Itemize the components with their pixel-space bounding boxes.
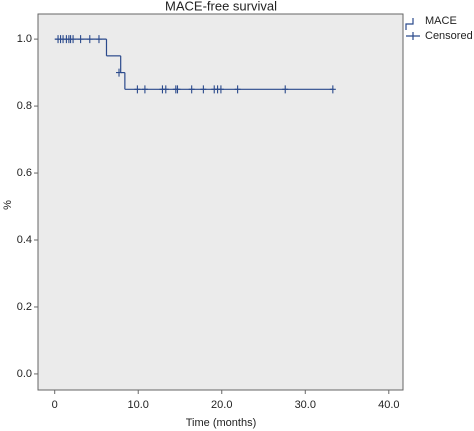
y-tick-label: 0.2 <box>17 301 32 313</box>
censor-mark <box>95 35 102 44</box>
x-tick-label: 30.0 <box>295 399 316 411</box>
y-tick-label: 1.0 <box>17 33 32 45</box>
censor-mark <box>162 85 169 94</box>
legend-label: Censored <box>425 30 473 42</box>
x-tick-label: 10.0 <box>128 399 149 411</box>
censor-mark <box>116 68 123 77</box>
y-tick-label: 0.4 <box>17 234 32 246</box>
censor-mark <box>86 35 93 44</box>
legend-swatch <box>406 32 420 40</box>
plot-area <box>37 13 404 391</box>
x-tick-label: 40.0 <box>378 399 399 411</box>
censor-mark <box>134 85 141 94</box>
legend-swatch <box>405 18 414 30</box>
censor-mark <box>70 35 77 44</box>
y-axis-title: % <box>2 200 14 210</box>
x-tick-label: 20.0 <box>211 399 232 411</box>
y-tick-label: 0.8 <box>17 100 32 112</box>
legend-label: MACE <box>425 15 457 27</box>
y-tick-label: 0.6 <box>17 167 32 179</box>
censor-mark <box>77 35 84 44</box>
censor-mark <box>188 85 195 94</box>
y-tick-label: 0.0 <box>17 368 32 380</box>
censor-mark <box>217 85 224 94</box>
chart-title: MACE-free survival <box>165 0 277 13</box>
censor-mark <box>282 85 289 94</box>
censor-mark <box>174 85 181 94</box>
x-axis-title: Time (months) <box>186 417 257 429</box>
x-tick-label: 0 <box>52 399 58 411</box>
censor-mark <box>200 85 207 94</box>
censor-mark <box>329 85 336 94</box>
censor-mark <box>234 85 241 94</box>
censor-mark <box>141 85 148 94</box>
